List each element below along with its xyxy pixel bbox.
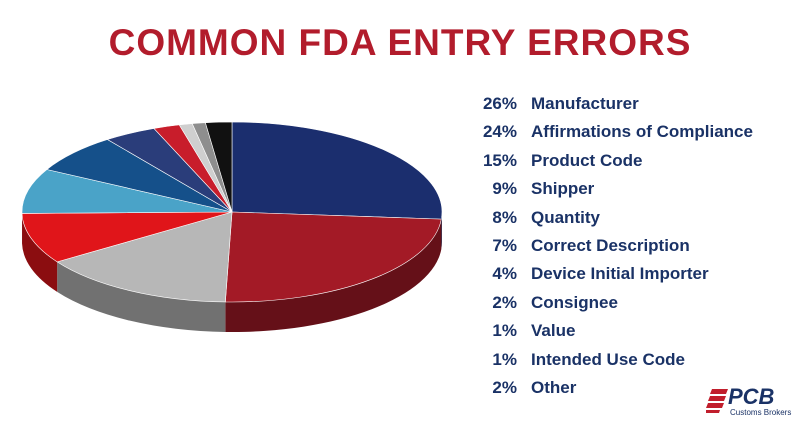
legend-item: 9% Shipper: [455, 175, 795, 203]
legend-label: Quantity: [531, 207, 600, 227]
legend-item: 8% Quantity: [455, 204, 795, 232]
legend-item: 1% Intended Use Code: [455, 346, 795, 374]
legend-label: Other: [531, 377, 577, 397]
legend-label: Intended Use Code: [531, 349, 685, 369]
legend-label: Device Initial Importer: [531, 264, 709, 284]
pie-sides: [22, 212, 442, 332]
pie-slice-side: [22, 213, 58, 292]
legend-item: 1% Value: [455, 317, 795, 345]
legend-item: 2% Consignee: [455, 289, 795, 317]
legend-percent: 1%: [492, 321, 517, 341]
chart-title: COMMON FDA ENTRY ERRORS: [108, 22, 692, 63]
pie-slice: [231, 121, 443, 220]
legend-item: 15% Product Code: [455, 147, 795, 175]
pie-slice-side: [225, 219, 442, 332]
pie-slice: [225, 211, 442, 303]
legend-item: 2% Other: [455, 374, 795, 402]
pie-svg: [21, 121, 443, 332]
legend-percent: 1%: [492, 349, 517, 369]
legend-label: Correct Description: [531, 235, 690, 255]
legend-percent: 2%: [492, 292, 517, 312]
legend-percent: 4%: [492, 264, 517, 284]
legend-label: Manufacturer: [531, 94, 639, 113]
legend-percent: 26%: [482, 94, 517, 113]
legend-label: Product Code: [531, 150, 643, 170]
pie-tops: [21, 121, 443, 303]
legend-label: Consignee: [531, 292, 618, 312]
pie-slice: [205, 121, 233, 213]
pie-slice: [21, 169, 233, 214]
legend-percent: 2%: [492, 377, 517, 397]
pcb-logo: PCB Customs Brokers: [706, 384, 796, 420]
pie-chart: [0, 100, 460, 400]
pie-slice: [21, 211, 233, 263]
legend-percent: 9%: [492, 179, 517, 199]
legend-item: 7% Correct Description: [455, 232, 795, 260]
logo-tagline: Customs Brokers: [730, 408, 792, 417]
legend-percent: 8%: [492, 207, 517, 227]
legend-item: 24% Affirmations of Compliance: [455, 118, 795, 146]
legend: 26% Manufacturer 24% Affirmations of Compli…: [455, 90, 795, 402]
legend-label: Value: [531, 321, 576, 341]
legend-percent: 24%: [482, 122, 517, 142]
logo-name: PCB: [728, 384, 775, 409]
legend-item: 4% Device Initial Importer: [455, 260, 795, 288]
legend-label: Affirmations of Compliance: [531, 122, 753, 142]
legend-item: 26% Manufacturer: [455, 90, 795, 118]
pcb-stripes-icon: [706, 389, 728, 413]
legend-label: Shipper: [531, 179, 595, 199]
pie-slice-side: [57, 261, 226, 332]
pie-slice: [56, 211, 233, 303]
pie-slice-side: [441, 212, 442, 250]
legend-percent: 15%: [482, 150, 517, 170]
legend-percent: 7%: [492, 235, 517, 255]
